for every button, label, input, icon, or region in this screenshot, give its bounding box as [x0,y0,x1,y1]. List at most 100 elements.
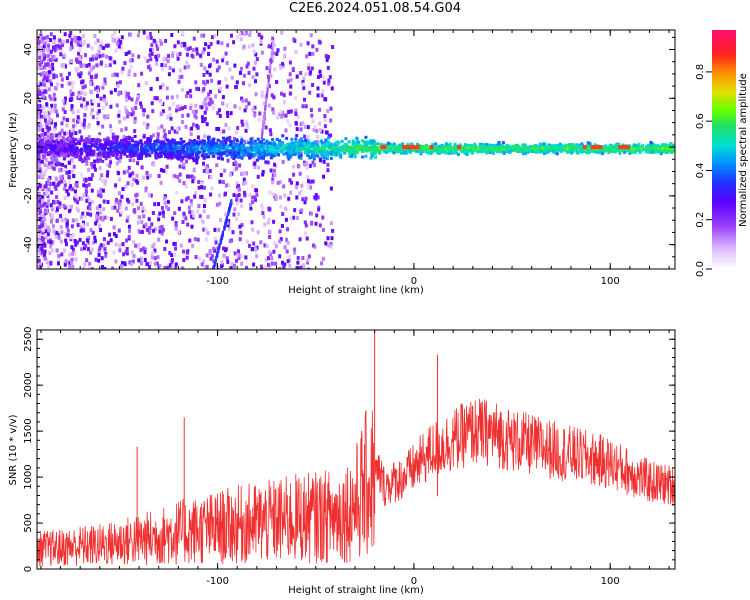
spectrogram-cell [235,201,239,206]
spectrogram-cell [329,221,333,226]
spectrogram-cell [39,220,43,225]
spectrogram-cell [631,149,635,153]
spectrogram-cell [280,91,283,96]
spectrogram-cell [182,181,186,186]
spectrogram-cell [233,150,237,154]
spectrogram-cell [256,137,260,141]
spectrogram-cell [40,213,44,218]
spectrogram-cell [186,249,190,254]
spectrogram-cell [371,152,375,156]
spectrogram-cell [327,78,331,83]
spectrogram-cell [43,82,46,87]
spectrogram-cell [316,140,320,145]
spectrogram-cell [127,135,131,140]
spectrogram-cell [181,31,185,36]
spectrogram-cell [157,43,161,48]
spectrogram-cell [83,84,87,89]
spectrogram-cell [223,168,227,173]
spectrogram-cell [77,90,81,95]
spectrogram-cell [54,74,58,79]
spectrogram-cell [43,217,47,222]
spectrogram-cell [91,99,95,103]
spectrogram-cell [331,144,335,148]
spectrogram-cell [265,153,269,157]
spectrogram-cell [170,253,174,258]
spectrogram-cell [200,185,204,190]
spectrogram-cell [191,156,195,160]
spectrogram-cell [163,196,167,201]
spectrogram-cell [306,141,310,145]
spectrogram-cell [127,148,131,152]
spectrogram-cell [184,216,188,221]
spectrogram-cell [112,225,116,230]
spectrogram-cell [221,180,225,185]
spectrogram-cell [207,44,211,49]
spectrogram-cell [249,137,253,141]
spectrogram-cell [419,147,422,151]
spectrogram-cell [227,138,231,142]
spectrogram-cell [38,127,42,132]
spectrogram-cell [114,259,118,264]
spectrogram-cell [251,43,255,48]
spectrogram-cell [47,43,50,48]
spectrogram-cell [253,153,257,157]
spectrogram-cell [173,211,177,216]
spectrogram-cell [135,179,138,183]
spectrogram-cell [74,142,77,146]
spectrogram-cell [127,165,131,170]
spectrogram-cell [240,204,244,209]
spectrogram-cell [659,152,663,155]
spectrogram-cell [221,95,225,100]
spectrogram-cell [56,207,59,212]
spectrogram-cell [99,215,103,220]
spectrogram-cell [286,119,290,124]
spectrogram-cell [324,54,328,59]
spectrogram-cell [255,192,259,197]
spectrogram-cell [299,127,303,132]
spectrogram-cell [323,124,327,129]
spectrogram-cell [266,87,269,93]
spectrogram-cell [70,144,74,148]
spectrogram-cell [222,230,224,236]
spectrogram-cell [149,135,153,140]
spectrogram-cell [238,237,242,242]
spectrogram-cell [116,208,120,213]
spectrogram-cell [202,185,206,190]
spectrogram-cell [271,177,275,182]
spectrogram-cell [496,150,499,154]
spectrogram-cell [165,205,168,210]
spectrogram-cell [304,72,308,77]
spectrogram-cell [104,63,108,68]
spectrogram-cell [237,145,241,149]
spectrogram-cell [269,132,273,137]
spectrogram-cell [37,141,41,145]
spectrogram-cell [126,114,130,119]
spectrogram-cell [82,267,86,269]
spectrogram-cell [326,236,330,241]
spectrogram-cell [175,108,179,113]
spectrogram-cell [125,154,129,158]
spectrogram-cell [164,39,168,43]
spectrogram-cell [135,149,139,154]
spectrogram-cell [127,140,131,145]
spectrogram-cell [91,54,95,59]
spectrogram-cell [321,256,325,261]
spectrogram-cell [98,246,102,250]
spectrogram-cell [319,139,323,143]
spectrogram-cell [177,79,181,84]
spectrogram-cell [87,135,91,139]
spectrogram-cell [136,220,140,225]
spectrogram-cell [196,145,200,149]
spectrogram-cell [39,48,42,53]
spectrogram-cell [251,107,255,112]
spectrogram-cell [267,76,270,82]
spectrogram-cell [242,181,246,186]
spectrogram-cell [123,152,127,156]
spectrogram-cell [168,112,172,117]
spectrogram-cell [72,164,76,169]
spectrogram-cell [48,79,52,84]
spectrogram-cell [53,54,57,59]
spectrogram-cell [88,266,92,269]
spectrogram-cell [66,154,70,158]
spectrogram-cell [196,237,200,242]
